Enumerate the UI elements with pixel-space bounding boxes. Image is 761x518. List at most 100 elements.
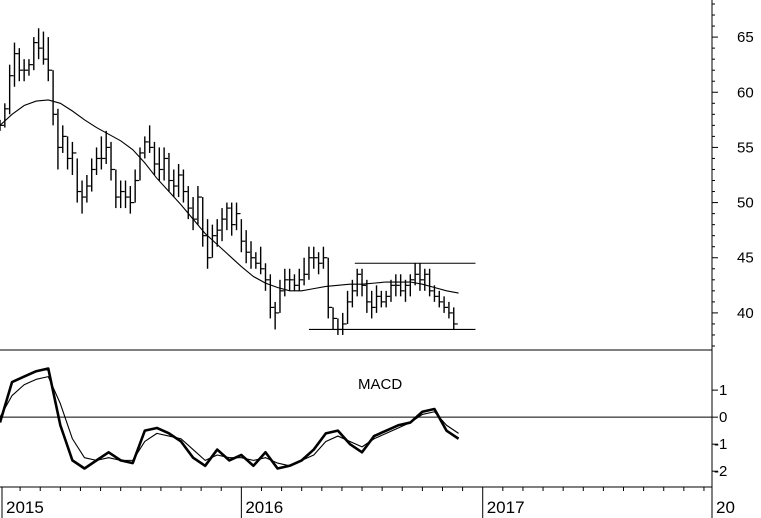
ohlc-bar	[317, 252, 323, 275]
ohlc-bar	[115, 169, 120, 209]
ohlc-bar	[206, 219, 212, 269]
ohlc-bar	[428, 268, 434, 297]
ohlc-bar	[91, 158, 96, 192]
ohlc-bar	[129, 186, 135, 214]
ohlc-bar	[448, 301, 453, 319]
ohlc-bar	[361, 268, 367, 297]
ohlc-bar	[153, 141, 159, 175]
ohlc-bar	[404, 279, 410, 302]
year-label: 2017	[487, 498, 525, 517]
ohlc-bar	[380, 290, 386, 308]
year-label: 20	[716, 498, 735, 517]
ohlc-bar	[337, 318, 342, 335]
ohlc-bar	[366, 279, 371, 313]
ohlc-bar	[274, 301, 280, 330]
ohlc-bar	[105, 130, 111, 164]
ohlc-bar	[4, 103, 9, 128]
ohlc-bar	[240, 219, 246, 253]
ohlc-bar	[37, 28, 43, 60]
ohlc-bar	[81, 180, 87, 214]
price-tick-label: 40	[737, 305, 754, 322]
ohlc-bar	[259, 246, 265, 275]
ohlc-bar	[134, 169, 140, 203]
ohlc-bar	[356, 268, 362, 297]
macd-title: MACD	[358, 376, 402, 393]
ohlc-bar	[303, 257, 309, 286]
ohlc-bar	[399, 274, 405, 297]
ohlc-bar	[409, 274, 415, 297]
ohlc-bar	[47, 37, 53, 82]
ohlc-bar	[110, 141, 116, 181]
ohlc-bar	[23, 59, 29, 82]
ohlc-bar	[313, 246, 318, 269]
ohlc-bar	[346, 290, 352, 324]
ohlc-bar	[293, 274, 299, 291]
ohlc-bar	[288, 268, 294, 291]
ohlc-bar	[231, 202, 236, 236]
ohlc-bar	[342, 312, 347, 335]
price-tick-label: 55	[737, 139, 754, 156]
macd-tick-label: 1	[719, 382, 727, 399]
ohlc-bar	[173, 169, 178, 198]
price-tick-label: 50	[737, 195, 754, 212]
ohlc-bar	[385, 290, 391, 308]
ohlc-bar	[269, 274, 275, 319]
ohlc-bar	[144, 136, 149, 159]
ohlc-bar	[33, 37, 38, 71]
year-label: 2016	[245, 498, 283, 517]
ohlc-bar	[13, 42, 19, 87]
ohlc-bar	[158, 147, 164, 181]
macd-line	[0, 367, 460, 470]
ohlc-bar	[390, 279, 395, 302]
price-panel	[0, 28, 712, 351]
ohlc-bar	[216, 219, 222, 247]
ohlc-bar	[197, 186, 202, 225]
ohlc-bar	[42, 31, 48, 65]
ohlc-bar	[308, 246, 313, 280]
ohlc-bar	[370, 290, 376, 319]
ohlc-bar	[245, 230, 251, 264]
ohlc-bar	[419, 263, 424, 291]
ohlc-bar	[95, 147, 101, 175]
ohlc-bar	[28, 59, 33, 76]
ohlc-bar	[100, 136, 106, 170]
ohlc-bar	[375, 285, 381, 313]
ohlc-bar	[76, 158, 82, 203]
moving-average-line	[0, 99, 459, 294]
ohlc-bar	[221, 208, 227, 242]
ohlc-bar	[202, 197, 207, 247]
ohlc-bar	[298, 268, 304, 291]
ohlc-bar	[86, 175, 91, 203]
macd-tick-label: 0	[719, 409, 727, 426]
ohlc-bar	[71, 141, 77, 175]
price-tick-label: 65	[737, 29, 754, 46]
macd-panel: MACD	[0, 367, 712, 470]
ohlc-bar	[148, 125, 154, 153]
ohlc-bar	[279, 279, 284, 313]
ohlc-bar	[264, 263, 270, 291]
ohlc-bar	[192, 197, 198, 231]
x-axis: 2015 2016 2017 20	[0, 486, 735, 518]
year-label: 2015	[6, 498, 44, 517]
macd-tick-label: -2	[714, 463, 727, 480]
ohlc-bar	[57, 108, 62, 170]
ohlc-bar	[139, 147, 144, 181]
price-tick-label: 45	[737, 250, 754, 267]
ohlc-bar	[124, 180, 130, 209]
ohlc-bar	[211, 224, 217, 258]
ohlc-bar	[395, 274, 400, 297]
ohlc-bar	[284, 268, 289, 297]
ohlc-bar	[119, 180, 125, 209]
ohlc-bar	[168, 152, 173, 192]
ohlc-bar	[424, 268, 429, 291]
ohlc-bar	[332, 307, 338, 330]
ohlc-bar	[62, 125, 67, 153]
ohlc-bar	[327, 257, 333, 319]
ohlc-bar	[226, 202, 231, 231]
ohlc-bar	[250, 241, 256, 269]
ohlc-bar	[443, 296, 449, 313]
ohlc-bar	[66, 136, 72, 170]
y-axis-right: 40 45 50 55 60 65 -2 -1 0 1	[711, 0, 754, 518]
macd-tick-label: -1	[714, 436, 727, 453]
